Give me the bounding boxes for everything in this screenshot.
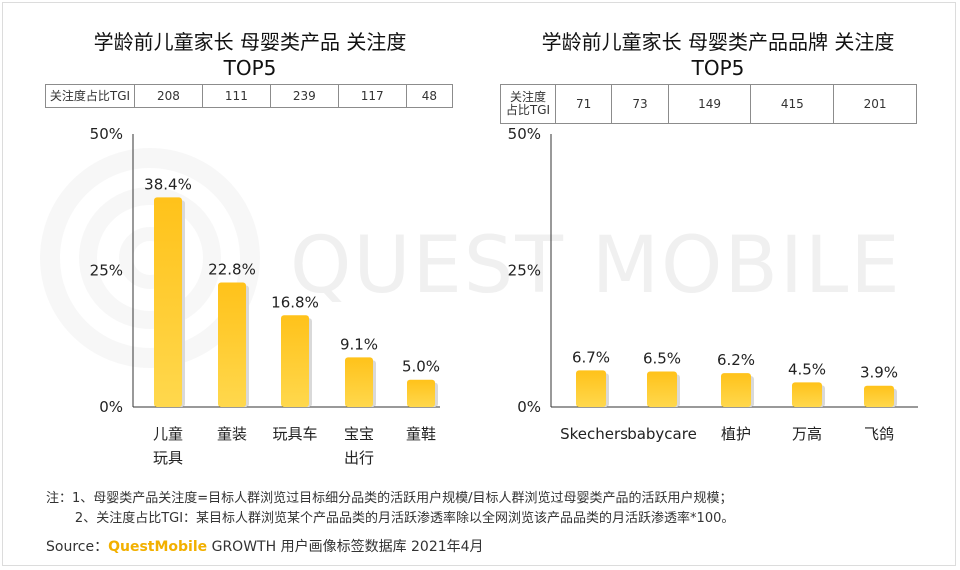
right-tgi-label-line1: 关注度 [509, 90, 546, 104]
right-value-label: 3.9% [860, 364, 898, 382]
left-value-label: 5.0% [402, 358, 440, 376]
left-category-label: 童装 [217, 425, 247, 443]
right-tgi-label-line2: 占比TGI [505, 103, 551, 117]
right-y-tick-label: 0% [517, 398, 541, 416]
right-tgi-cell: 71 [554, 84, 613, 124]
left-category-label: 玩具 [153, 449, 183, 467]
source-line: Source：QuestMobile GROWTH 用户画像标签数据库 2021… [46, 536, 484, 556]
source-prefix: Source： [46, 539, 109, 555]
right-value-label: 6.7% [572, 348, 610, 366]
right-tgi-cell: 415 [750, 84, 835, 124]
right-chart-title-line2: TOP5 [691, 56, 745, 80]
left-bar [154, 197, 182, 407]
right-category-label: babycare [627, 425, 697, 443]
right-tgi-cell: 73 [611, 84, 669, 124]
right-tgi-row: 关注度 占比TGI 71 73 149 415 201 [500, 84, 917, 124]
right-y-tick-label: 25% [508, 262, 541, 280]
right-tgi-table: 关注度 占比TGI 71 73 149 415 201 [500, 84, 917, 124]
left-category-label: 童鞋 [406, 425, 436, 443]
left-y-tick-label: 0% [99, 398, 123, 416]
left-chart-title-line2: TOP5 [223, 56, 277, 80]
left-value-label: 16.8% [271, 293, 319, 311]
left-category-label: 玩具车 [272, 425, 317, 443]
left-tgi-row: 关注度占比TGI 208 111 239 117 48 [45, 84, 454, 108]
left-value-label: 38.4% [144, 175, 192, 193]
right-chart-title: 学龄前儿童家长 母婴类产品品牌 关注度 TOP5 [518, 29, 918, 81]
right-category-label: Skechers [560, 425, 628, 443]
right-value-label: 4.5% [788, 360, 826, 378]
right-y-tick-label: 50% [508, 125, 541, 143]
left-category-label: 儿童 [153, 425, 183, 443]
left-bar [345, 357, 373, 407]
right-tgi-cell: 201 [833, 84, 917, 124]
right-chart-title-line1: 学龄前儿童家长 母婴类产品品牌 关注度 [541, 30, 895, 54]
right-value-label: 6.2% [717, 351, 755, 369]
right-bar [864, 385, 894, 407]
right-category-label: 万高 [792, 425, 822, 443]
right-bar [721, 373, 751, 407]
note-line-2: 2、关注度占比TGI：某目标人群浏览某个产品品类的月活跃渗透率除以全网浏览该产品… [46, 511, 735, 526]
left-y-tick-label: 25% [90, 262, 123, 280]
left-value-label: 9.1% [340, 335, 378, 353]
source-rest: GROWTH 用户画像标签数据库 2021年4月 [207, 539, 484, 555]
right-bar [647, 371, 677, 407]
left-value-label: 22.8% [208, 261, 256, 279]
right-tgi-label: 关注度 占比TGI [500, 84, 556, 124]
left-chart-title-line1: 学龄前儿童家长 母婴类产品 关注度 [93, 30, 407, 54]
right-category-label: 飞鸽 [864, 425, 894, 443]
right-bar [792, 382, 822, 407]
left-chart-title: 学龄前儿童家长 母婴类产品 关注度 TOP5 [60, 29, 440, 81]
right-category-label: 植护 [721, 425, 751, 443]
left-category-label: 宝宝 [344, 425, 374, 443]
left-category-label: 出行 [344, 449, 374, 467]
watermark-text: QUEST MOBILE [290, 221, 902, 311]
left-tgi-cell: 48 [405, 84, 454, 108]
right-bar [576, 370, 606, 407]
left-tgi-table: 关注度占比TGI 208 111 239 117 48 [45, 84, 454, 108]
left-bar [407, 379, 435, 407]
left-bar [218, 282, 246, 407]
note-line-1: 注：1、母婴类产品关注度=目标人群浏览过目标细分品类的活跃用户规模/目标人群浏览… [46, 491, 733, 506]
right-tgi-cell: 149 [667, 84, 752, 124]
left-tgi-cell: 208 [134, 84, 203, 108]
left-y-tick-label: 50% [90, 125, 123, 143]
left-tgi-cell: 111 [201, 84, 271, 108]
left-bar [281, 315, 309, 407]
source-brand: QuestMobile [108, 539, 208, 555]
left-tgi-label: 关注度占比TGI [45, 84, 135, 108]
right-value-label: 6.5% [643, 350, 681, 368]
